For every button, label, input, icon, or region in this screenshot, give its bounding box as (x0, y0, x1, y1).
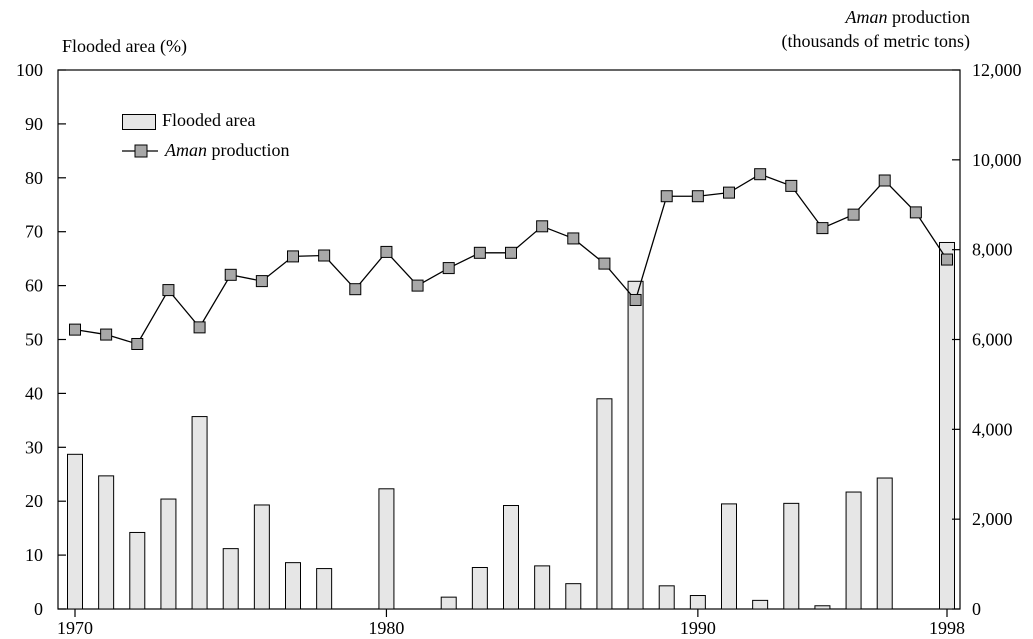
bar-1989 (659, 586, 674, 609)
marker-1978 (319, 250, 330, 261)
marker-1990 (692, 191, 703, 202)
bar-1998 (940, 242, 955, 609)
bar-1995 (846, 492, 861, 609)
bar-1977 (286, 563, 301, 609)
marker-1975 (225, 269, 236, 280)
marker-1994 (817, 223, 828, 234)
marker-1987 (599, 258, 610, 269)
right-axis-title-rest: production (888, 7, 971, 27)
bar-1984 (504, 506, 519, 609)
aman-production-series (70, 169, 953, 350)
left-tick-label: 60 (25, 276, 43, 296)
marker-1995 (848, 209, 859, 220)
bar-1996 (877, 478, 892, 609)
marker-1977 (288, 251, 299, 262)
marker-1972 (132, 338, 143, 349)
left-tick-label: 100 (16, 60, 43, 80)
legend-bar-swatch (122, 114, 156, 130)
right-tick-label: 0 (972, 599, 981, 619)
bar-1972 (130, 532, 145, 609)
bar-1985 (535, 566, 550, 609)
bar-1974 (192, 417, 207, 609)
bar-1971 (99, 476, 114, 609)
marker-1970 (70, 324, 81, 335)
x-tick-label: 1998 (929, 618, 965, 638)
right-axis-ticks: 0 2,000 4,000 6,000 8,000 10,000 12,000 (952, 60, 1022, 619)
left-tick-label: 30 (25, 437, 43, 457)
bar-1993 (784, 503, 799, 609)
left-tick-label: 50 (25, 330, 43, 350)
marker-1976 (256, 276, 267, 287)
marker-1983 (474, 247, 485, 258)
left-tick-label: 90 (25, 114, 43, 134)
legend-label-aman-production: Aman production (165, 140, 290, 161)
right-axis-title-italic: Aman (846, 7, 888, 27)
right-tick-label: 12,000 (972, 60, 1022, 80)
legend-label-rest: production (207, 140, 290, 160)
x-tick-label: 1970 (57, 618, 93, 638)
marker-1984 (506, 247, 517, 258)
marker-1971 (101, 329, 112, 340)
marker-1979 (350, 284, 361, 295)
marker-1973 (163, 285, 174, 296)
marker-1974 (194, 322, 205, 333)
right-tick-label: 8,000 (972, 240, 1013, 260)
marker-1988 (630, 294, 641, 305)
bar-1982 (441, 597, 456, 609)
marker-1996 (879, 175, 890, 186)
marker-1989 (661, 191, 672, 202)
bar-1975 (223, 549, 238, 609)
right-tick-label: 2,000 (972, 509, 1013, 529)
marker-1992 (755, 169, 766, 180)
bar-1992 (753, 600, 768, 609)
x-axis-ticks: 1970 1980 1990 1998 (57, 609, 965, 638)
marker-1985 (537, 221, 548, 232)
bar-1988 (628, 281, 643, 609)
bar-1990 (690, 596, 705, 609)
left-tick-label: 0 (34, 599, 43, 619)
marker-1991 (724, 187, 735, 198)
bar-1978 (317, 569, 332, 609)
x-tick-label: 1980 (368, 618, 404, 638)
flooded-area-bars (68, 242, 955, 609)
left-axis-title: Flooded area (%) (62, 36, 187, 57)
right-axis-title: Aman production (thousands of metric ton… (782, 5, 970, 53)
x-tick-label: 1990 (680, 618, 716, 638)
right-tick-label: 10,000 (972, 150, 1022, 170)
bar-1991 (722, 504, 737, 609)
bar-1980 (379, 489, 394, 609)
aman-production-line (75, 174, 947, 344)
legend-line-swatch (122, 140, 162, 162)
right-axis-title-line2: (thousands of metric tons) (782, 29, 970, 53)
marker-1998 (942, 254, 953, 265)
marker-1980 (381, 246, 392, 257)
bar-1994 (815, 606, 830, 609)
left-tick-label: 70 (25, 222, 43, 242)
marker-1993 (786, 180, 797, 191)
bar-1973 (161, 499, 176, 609)
marker-1986 (568, 233, 579, 244)
bar-1986 (566, 584, 581, 609)
legend-label-italic: Aman (165, 140, 207, 160)
right-tick-label: 4,000 (972, 419, 1013, 439)
legend-label-flooded-area: Flooded area (162, 110, 255, 131)
marker-1981 (412, 280, 423, 291)
bar-1983 (472, 567, 487, 609)
right-tick-label: 6,000 (972, 330, 1013, 350)
left-tick-label: 80 (25, 168, 43, 188)
left-tick-label: 20 (25, 491, 43, 511)
marker-1997 (910, 207, 921, 218)
bar-1976 (254, 505, 269, 609)
bar-1987 (597, 399, 612, 609)
left-tick-label: 10 (25, 545, 43, 565)
marker-1982 (443, 263, 454, 274)
left-tick-label: 40 (25, 383, 43, 403)
bar-1970 (68, 454, 83, 609)
